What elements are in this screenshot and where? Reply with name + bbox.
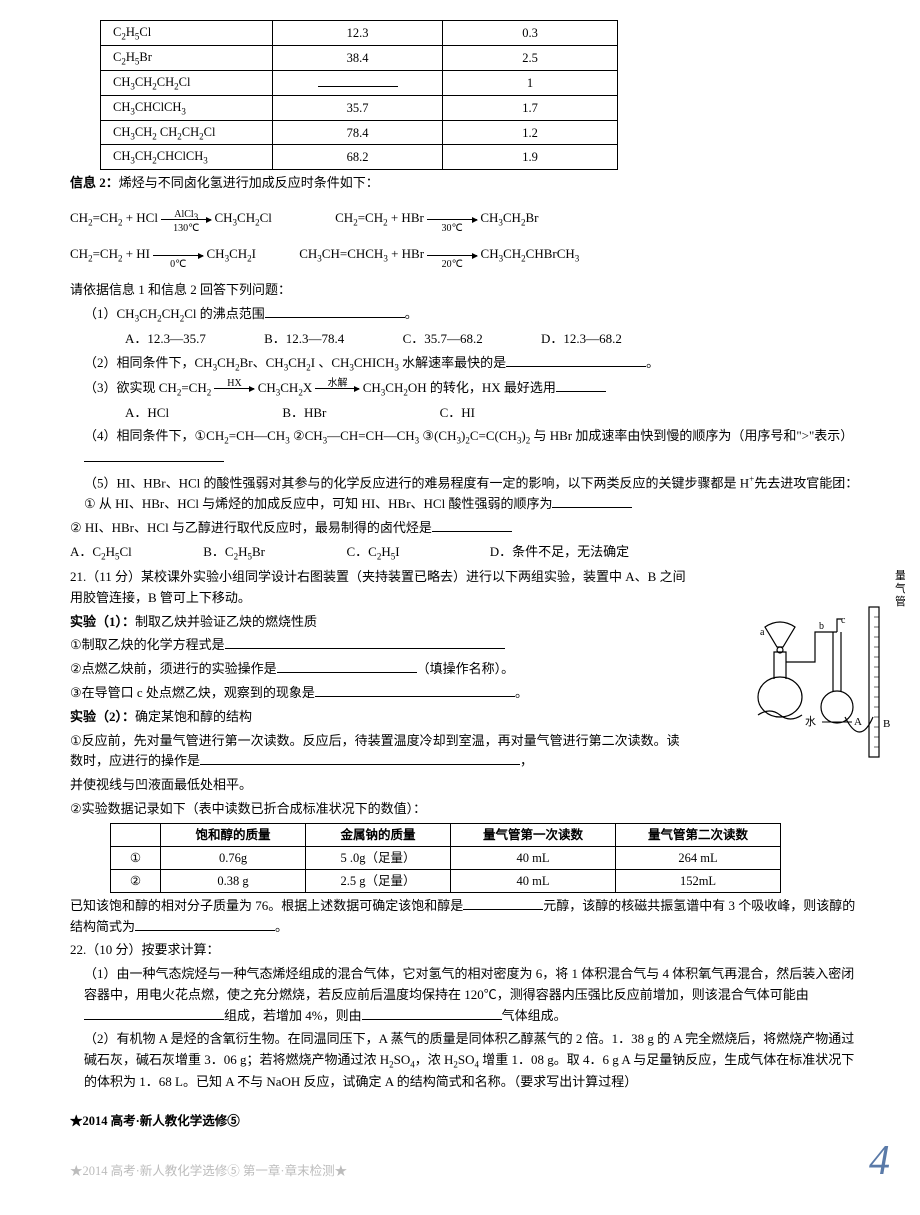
cell: CH3CH2CH2Cl [101,70,273,95]
cell: CH3CH2 CH2CH2Cl [101,120,273,145]
q3: （3）欲实现 CH2=CH2 HX CH3CH2X 水解 CH3CH2OH 的转… [70,378,865,400]
exp2-1b: 并使视线与凹液面最低处相平。 [70,775,690,796]
svg-text:量: 量 [895,569,905,582]
th: 金属钠的质量 [306,823,451,846]
svg-text:气: 气 [895,581,905,595]
cell: 40 mL [451,869,616,892]
q2: （2）相同条件下，CH3CH2Br、CH3CH2I 、CH3CHICH3 水解速… [70,353,865,375]
th: 量气管第一次读数 [451,823,616,846]
q22-head: 22.（10 分）按要求计算： [70,940,865,961]
cell: CH3CHClCH3 [101,95,273,120]
cell: 40 mL [451,846,616,869]
opt-c: C．35.7—68.2 [403,329,483,350]
cell: ① [111,846,161,869]
q1: （1）CH3CH2CH2Cl 的沸点范围。 [70,304,865,326]
cell: 1.9 [443,145,618,170]
svg-text:a: a [760,627,765,638]
apparatus-figure: 量 气 管 a b c A 水 [745,567,905,784]
th: 饱和醇的质量 [161,823,306,846]
svg-text:c: c [841,615,846,626]
th: 量气管第二次读数 [616,823,781,846]
exp1-3: ③在导管口 c 处点燃乙炔，观察到的现象是。 [70,683,690,704]
q21-intro: 21.（11 分）某校课外实验小组同学设计右图装置（夹持装置已略去）进行以下两组… [70,567,690,609]
svg-text:b: b [819,621,824,632]
exp1-1: ①制取乙炔的化学方程式是 [70,635,690,656]
data-table: 饱和醇的质量 金属钠的质量 量气管第一次读数 量气管第二次读数 ① 0.76g … [110,823,781,893]
q5-1: （5）HI、HBr、HCl 的酸性强弱对其参与的化学反应进行的难易程度有一定的影… [70,472,865,515]
q5-2: ② HI、HBr、HCl 与乙醇进行取代反应时，最易制得的卤代烃是 [70,518,865,539]
q4: （4）相同条件下，①CH2=CH—CH3 ②CH3—CH=CH—CH3 ③(CH… [70,426,865,469]
svg-text:B: B [883,718,890,730]
substance-table: C2H5Cl12.30.3 C2H5Br38.42.5 CH3CH2CH2Cl 1… [100,20,618,170]
footer-line-2: ★2014 高考·新人教化学选修⑤ 第一章·章末检测★ [70,1161,865,1181]
cell: 35.7 [273,95,443,120]
q21-tail: 已知该饱和醇的相对分子质量为 76。根据上述数据可确定该饱和醇是元醇，该醇的核磁… [70,896,865,938]
cell: 0.76g [161,846,306,869]
cell: 12.3 [273,21,443,46]
cell: 264 mL [616,846,781,869]
q5-options: A．C2H5Cl B．C2H5Br C．C2H5I D．条件不足，无法确定 [70,542,865,564]
opt-b: B．HBr [282,403,326,424]
cell: ② [111,869,161,892]
cell: 1 [443,70,618,95]
opt-c: C．HI [440,403,475,424]
svg-text:管: 管 [895,594,905,608]
cell: CH3CH2CHClCH3 [101,145,273,170]
page-number: 4 [869,1128,890,1195]
opt-b: B．12.3—78.4 [264,329,344,350]
footer-line-1: ★2014 高考·新人教化学选修⑤ [70,1111,865,1131]
exp2-2: ②实验数据记录如下（表中读数已折合成标准状况下的数值）： [70,799,690,820]
opt-d: D．12.3—68.2 [541,329,622,350]
cell: 5 .0g（足量） [306,846,451,869]
prompt: 请依据信息 1 和信息 2 回答下列问题： [70,280,865,301]
cell: 2.5 [443,45,618,70]
cell: C2H5Cl [101,21,273,46]
q1-options: A．12.3—35.7 B．12.3—78.4 C．35.7—68.2 D．12… [70,329,865,350]
equation-row-2: CH2=CH2 + HI 0℃ CH3CH2I CH3CH=CHCH3 + HB… [70,244,865,266]
cell: 0.3 [443,21,618,46]
opt-a: A．HCl [125,403,169,424]
cell: 1.2 [443,120,618,145]
cell [273,70,443,95]
cell: 78.4 [273,120,443,145]
q22-2: （2）有机物 A 是烃的含氧衍生物。在同温同压下，A 蒸气的质量是同体积乙醇蒸气… [70,1029,865,1093]
info2-heading: 信息 2：烯烃与不同卤化氢进行加成反应时条件如下： [70,173,865,194]
opt-a: A．12.3—35.7 [125,329,206,350]
cell: C2H5Br [101,45,273,70]
svg-text:A: A [854,716,862,728]
svg-text:水: 水 [805,715,816,728]
exp1-title: 实验（1）：制取乙炔并验证乙炔的燃烧性质 [70,612,690,633]
q3-options: A．HCl B．HBr C．HI [70,403,865,424]
cell: 152mL [616,869,781,892]
cell: 0.38 g [161,869,306,892]
cell: 68.2 [273,145,443,170]
exp2-title: 实验（2）：确定某饱和醇的结构 [70,707,690,728]
exp2-1: ①反应前，先对量气管进行第一次读数。反应后，待装置温度冷却到室温，再对量气管进行… [70,731,690,773]
q22-1: （1）由一种气态烷烃与一种气态烯烃组成的混合气体，它对氢气的相对密度为 6，将 … [70,964,865,1026]
cell: 1.7 [443,95,618,120]
exp1-2: ②点燃乙炔前，须进行的实验操作是（填操作名称）。 [70,659,690,680]
cell: 2.5 g（足量） [306,869,451,892]
cell: 38.4 [273,45,443,70]
th [111,823,161,846]
equation-row-1: CH2=CH2 + HCl AlCl3130℃ CH3CH2Cl CH2=CH2… [70,208,865,230]
